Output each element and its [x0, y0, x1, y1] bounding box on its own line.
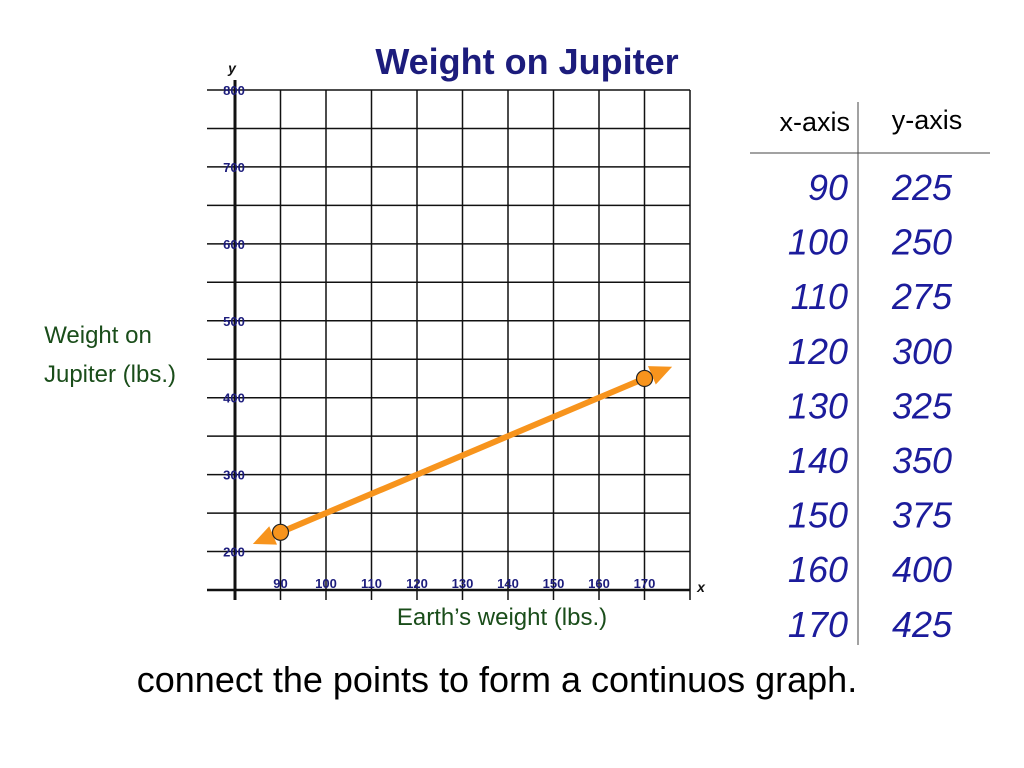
table-cell: 300 [892, 331, 952, 372]
table-cell: 250 [891, 222, 952, 263]
table-cell: 325 [892, 385, 953, 426]
table-cell: 425 [892, 604, 953, 645]
data-point [271, 523, 290, 541]
x-tick-label: 120 [406, 576, 428, 591]
arrow-head [252, 526, 278, 545]
x-tick-label: 140 [497, 576, 519, 591]
chart-title: Weight on Jupiter [375, 41, 678, 82]
table-header: y-axis [892, 105, 963, 135]
y-tick-label: 700 [223, 160, 245, 175]
table-cell: 375 [892, 495, 953, 536]
y-label: Weight on [44, 322, 152, 349]
x-tick-label: 170 [634, 576, 656, 591]
table-cell: 100 [788, 222, 848, 263]
x-tick-label: 130 [452, 576, 474, 591]
table-cell: 110 [791, 276, 848, 317]
table-cell: 120 [788, 331, 848, 372]
x-symbol: x [696, 579, 706, 595]
y-tick-label: 500 [223, 314, 245, 329]
data-line [279, 375, 646, 536]
x-tick-label: 100 [315, 576, 337, 591]
table-cell: 170 [788, 604, 848, 645]
x-tick-label: 90 [273, 576, 287, 591]
y-tick-label: 400 [223, 391, 245, 406]
x-label: Earth’s weight (lbs.) [397, 604, 607, 631]
table-cell: 130 [788, 385, 848, 426]
x-tick-label: 160 [588, 576, 610, 591]
data-point [635, 369, 654, 388]
caption: connect the points to form a continuos g… [137, 659, 857, 700]
y-tick-label: 600 [223, 237, 245, 252]
table-cell: 160 [788, 549, 848, 590]
table-cell: 90 [808, 167, 848, 208]
y-symbol: y [227, 60, 237, 76]
table-cell: 275 [891, 276, 953, 317]
table-cell: 150 [788, 495, 848, 536]
y-label: Jupiter (lbs.) [44, 361, 176, 388]
y-tick-label: 200 [223, 545, 245, 560]
table-cell: 350 [892, 440, 952, 481]
arrow-head [647, 366, 673, 385]
table-cell: 225 [891, 167, 953, 208]
x-tick-label: 150 [543, 576, 565, 591]
x-tick-label: 110 [361, 576, 382, 591]
y-tick-label: 800 [223, 83, 245, 98]
table-cell: 400 [892, 549, 952, 590]
y-tick-label: 300 [223, 468, 245, 483]
table-header: x-axis [779, 107, 850, 137]
table-cell: 140 [788, 440, 848, 481]
